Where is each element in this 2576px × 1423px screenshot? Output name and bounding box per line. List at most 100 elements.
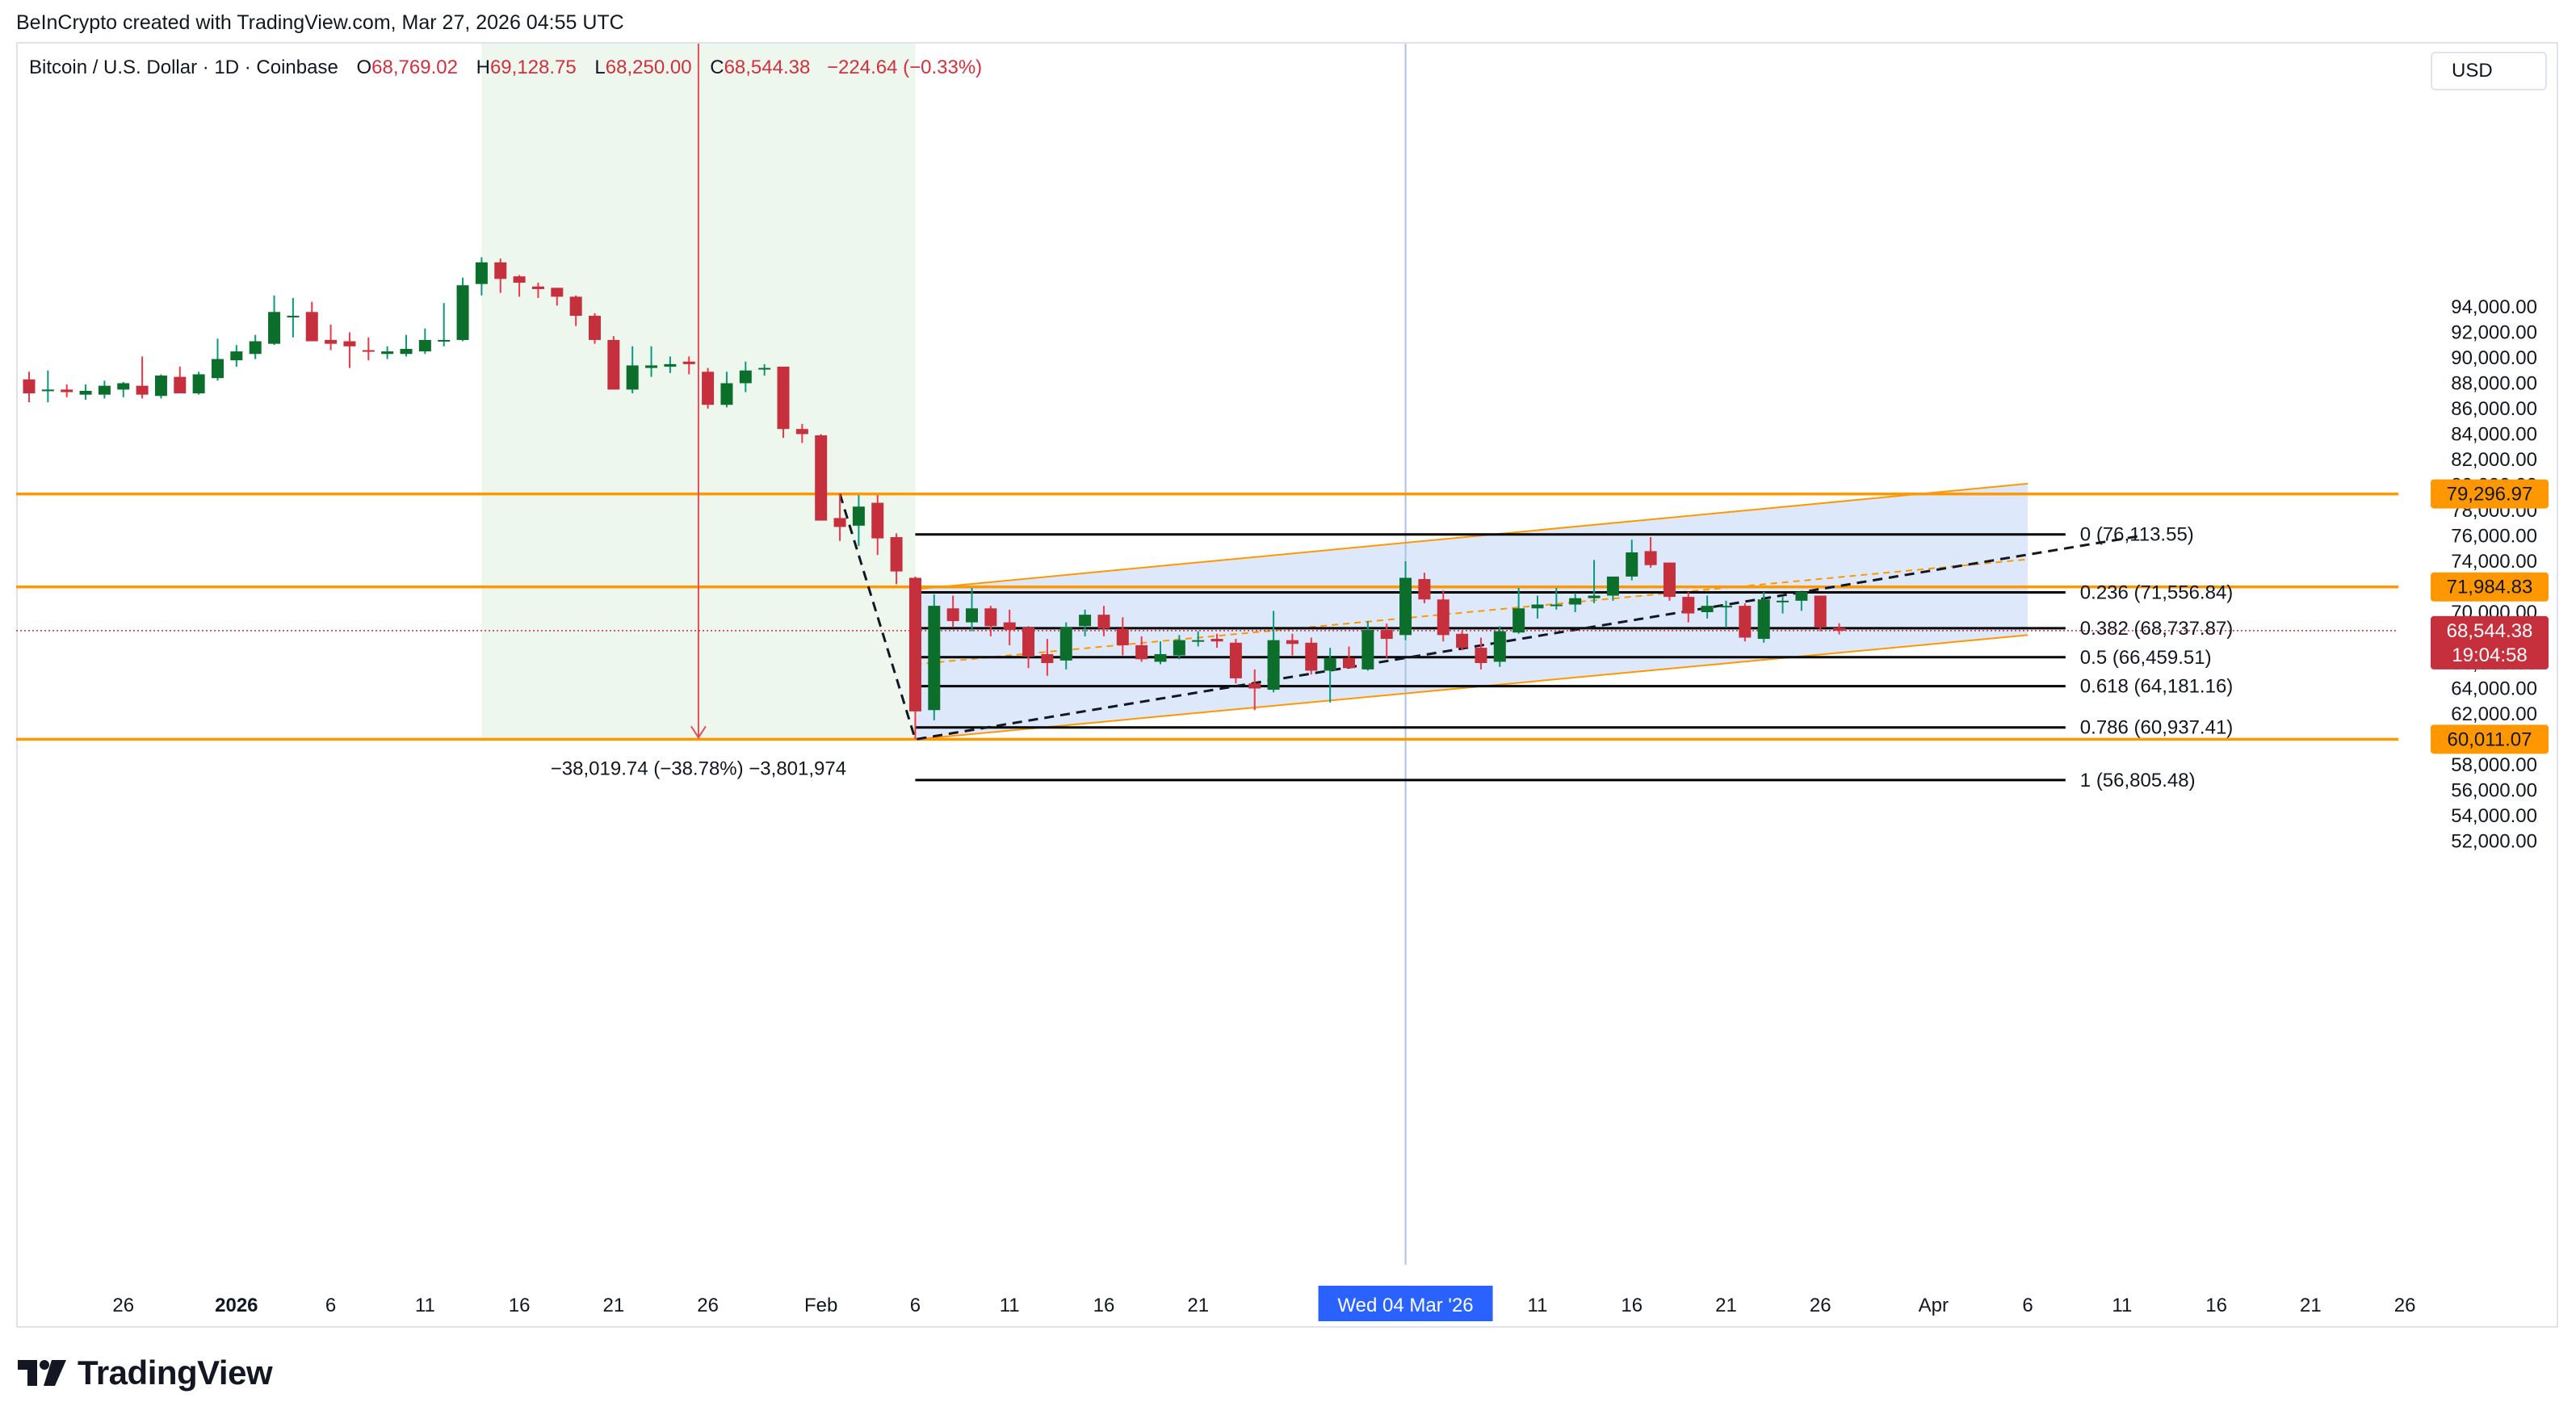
x-tick-label: 21	[1187, 1295, 1209, 1316]
tradingview-logo-icon	[18, 1360, 66, 1386]
candle	[682, 356, 695, 375]
candle-body	[1720, 606, 1732, 608]
candle-body	[1475, 648, 1487, 663]
x-tick-label: 21	[602, 1295, 624, 1316]
candle	[1682, 591, 1695, 623]
candle-body	[1324, 657, 1336, 671]
x-tick-label: 26	[112, 1295, 134, 1316]
candle	[1475, 637, 1487, 670]
candle-body	[833, 518, 846, 527]
y-tick-label: 56,000.00	[2451, 780, 2537, 802]
candle-body	[908, 577, 921, 712]
measure-label: −38,019.74 (−38.78%) −3,801,974	[551, 758, 846, 779]
candle-body	[1135, 644, 1148, 660]
candle	[475, 257, 488, 296]
candles-layer	[23, 257, 1846, 740]
high-value: 69,128.75	[489, 57, 577, 78]
candle-body	[305, 312, 318, 342]
candle	[1248, 669, 1261, 711]
candle	[1550, 588, 1563, 610]
candle-body	[1003, 622, 1016, 631]
candle-body	[61, 389, 73, 392]
candle-body	[1361, 630, 1374, 670]
y-tick-label: 84,000.00	[2451, 424, 2537, 446]
candle-body	[720, 383, 733, 405]
candle	[1814, 595, 1827, 632]
candle	[1173, 635, 1185, 660]
candle	[305, 301, 318, 342]
candle-body	[777, 367, 790, 430]
current-price-label: 68,544.38	[2447, 620, 2533, 642]
low-label: L	[594, 57, 606, 78]
candle-body	[1493, 631, 1506, 662]
y-tick-label: 54,000.00	[2451, 805, 2537, 827]
candle	[1399, 561, 1412, 640]
candle	[192, 371, 205, 395]
x-tick-label: 16	[1093, 1295, 1115, 1316]
candle	[174, 367, 187, 394]
candle	[1041, 639, 1054, 676]
candle-body	[1154, 653, 1167, 662]
candle	[1135, 636, 1148, 662]
candle	[1286, 633, 1298, 656]
level-tag-1	[2431, 572, 2549, 602]
candle-body	[475, 262, 488, 284]
tradingview-logo[interactable]: TradingView	[18, 1354, 273, 1392]
candle-body	[400, 348, 413, 355]
candle-body	[1041, 653, 1054, 663]
x-tick-label: 11	[1528, 1295, 1548, 1316]
candle-body	[1418, 579, 1431, 600]
candle-body	[1588, 595, 1601, 598]
level-tag-0	[2431, 479, 2549, 509]
candle-body	[664, 363, 677, 367]
candle-body	[1833, 628, 1846, 631]
fib-label-0.618: 0.618 (64,181.16)	[2080, 676, 2233, 698]
candle	[456, 277, 469, 342]
candle-body	[192, 374, 205, 394]
candle	[1512, 588, 1525, 634]
candle	[1154, 641, 1167, 665]
candle-body	[1739, 606, 1752, 638]
candle-body	[626, 365, 639, 390]
currency-button[interactable]: USD	[2431, 52, 2547, 90]
candle-body	[645, 365, 658, 368]
candle-body	[682, 361, 695, 364]
labels-layer: 0 (76,113.55) 0.236 (71,556.84) 0.382 (68,…	[551, 524, 2234, 791]
candle-body	[928, 606, 941, 711]
candle-body	[1512, 608, 1525, 633]
candle-body	[1437, 599, 1450, 636]
candle-body	[739, 370, 752, 384]
candle-body	[946, 608, 959, 622]
candle	[1701, 595, 1714, 619]
candle-body	[607, 339, 620, 390]
open-value: 68,769.02	[371, 57, 458, 78]
candle	[249, 334, 262, 359]
x-tick-label: 16	[2205, 1295, 2227, 1316]
candle-body	[325, 339, 338, 344]
candle-body	[1682, 597, 1695, 614]
candle-body	[381, 351, 394, 355]
candle-body	[1210, 639, 1223, 642]
x-tick-label: Feb	[804, 1295, 837, 1316]
candle	[1097, 606, 1110, 636]
candle	[1324, 648, 1336, 703]
y-tick-label: 90,000.00	[2451, 347, 2537, 369]
candle	[645, 346, 658, 377]
candle-body	[1079, 615, 1092, 627]
candle-body	[1606, 576, 1619, 596]
y-tick-label: 88,000.00	[2451, 373, 2537, 395]
candle-body	[702, 371, 715, 405]
candle	[1210, 633, 1223, 649]
candle-body	[1569, 598, 1582, 605]
candle-body	[1777, 600, 1789, 602]
candle-body	[1399, 577, 1412, 636]
candle-body	[136, 385, 149, 395]
candle	[946, 595, 959, 628]
candle	[41, 370, 54, 403]
trendline	[838, 493, 2142, 741]
x-tick-label: Apr	[1919, 1295, 1949, 1316]
candle	[626, 346, 639, 394]
candle-body	[98, 385, 111, 395]
candle	[268, 295, 281, 346]
